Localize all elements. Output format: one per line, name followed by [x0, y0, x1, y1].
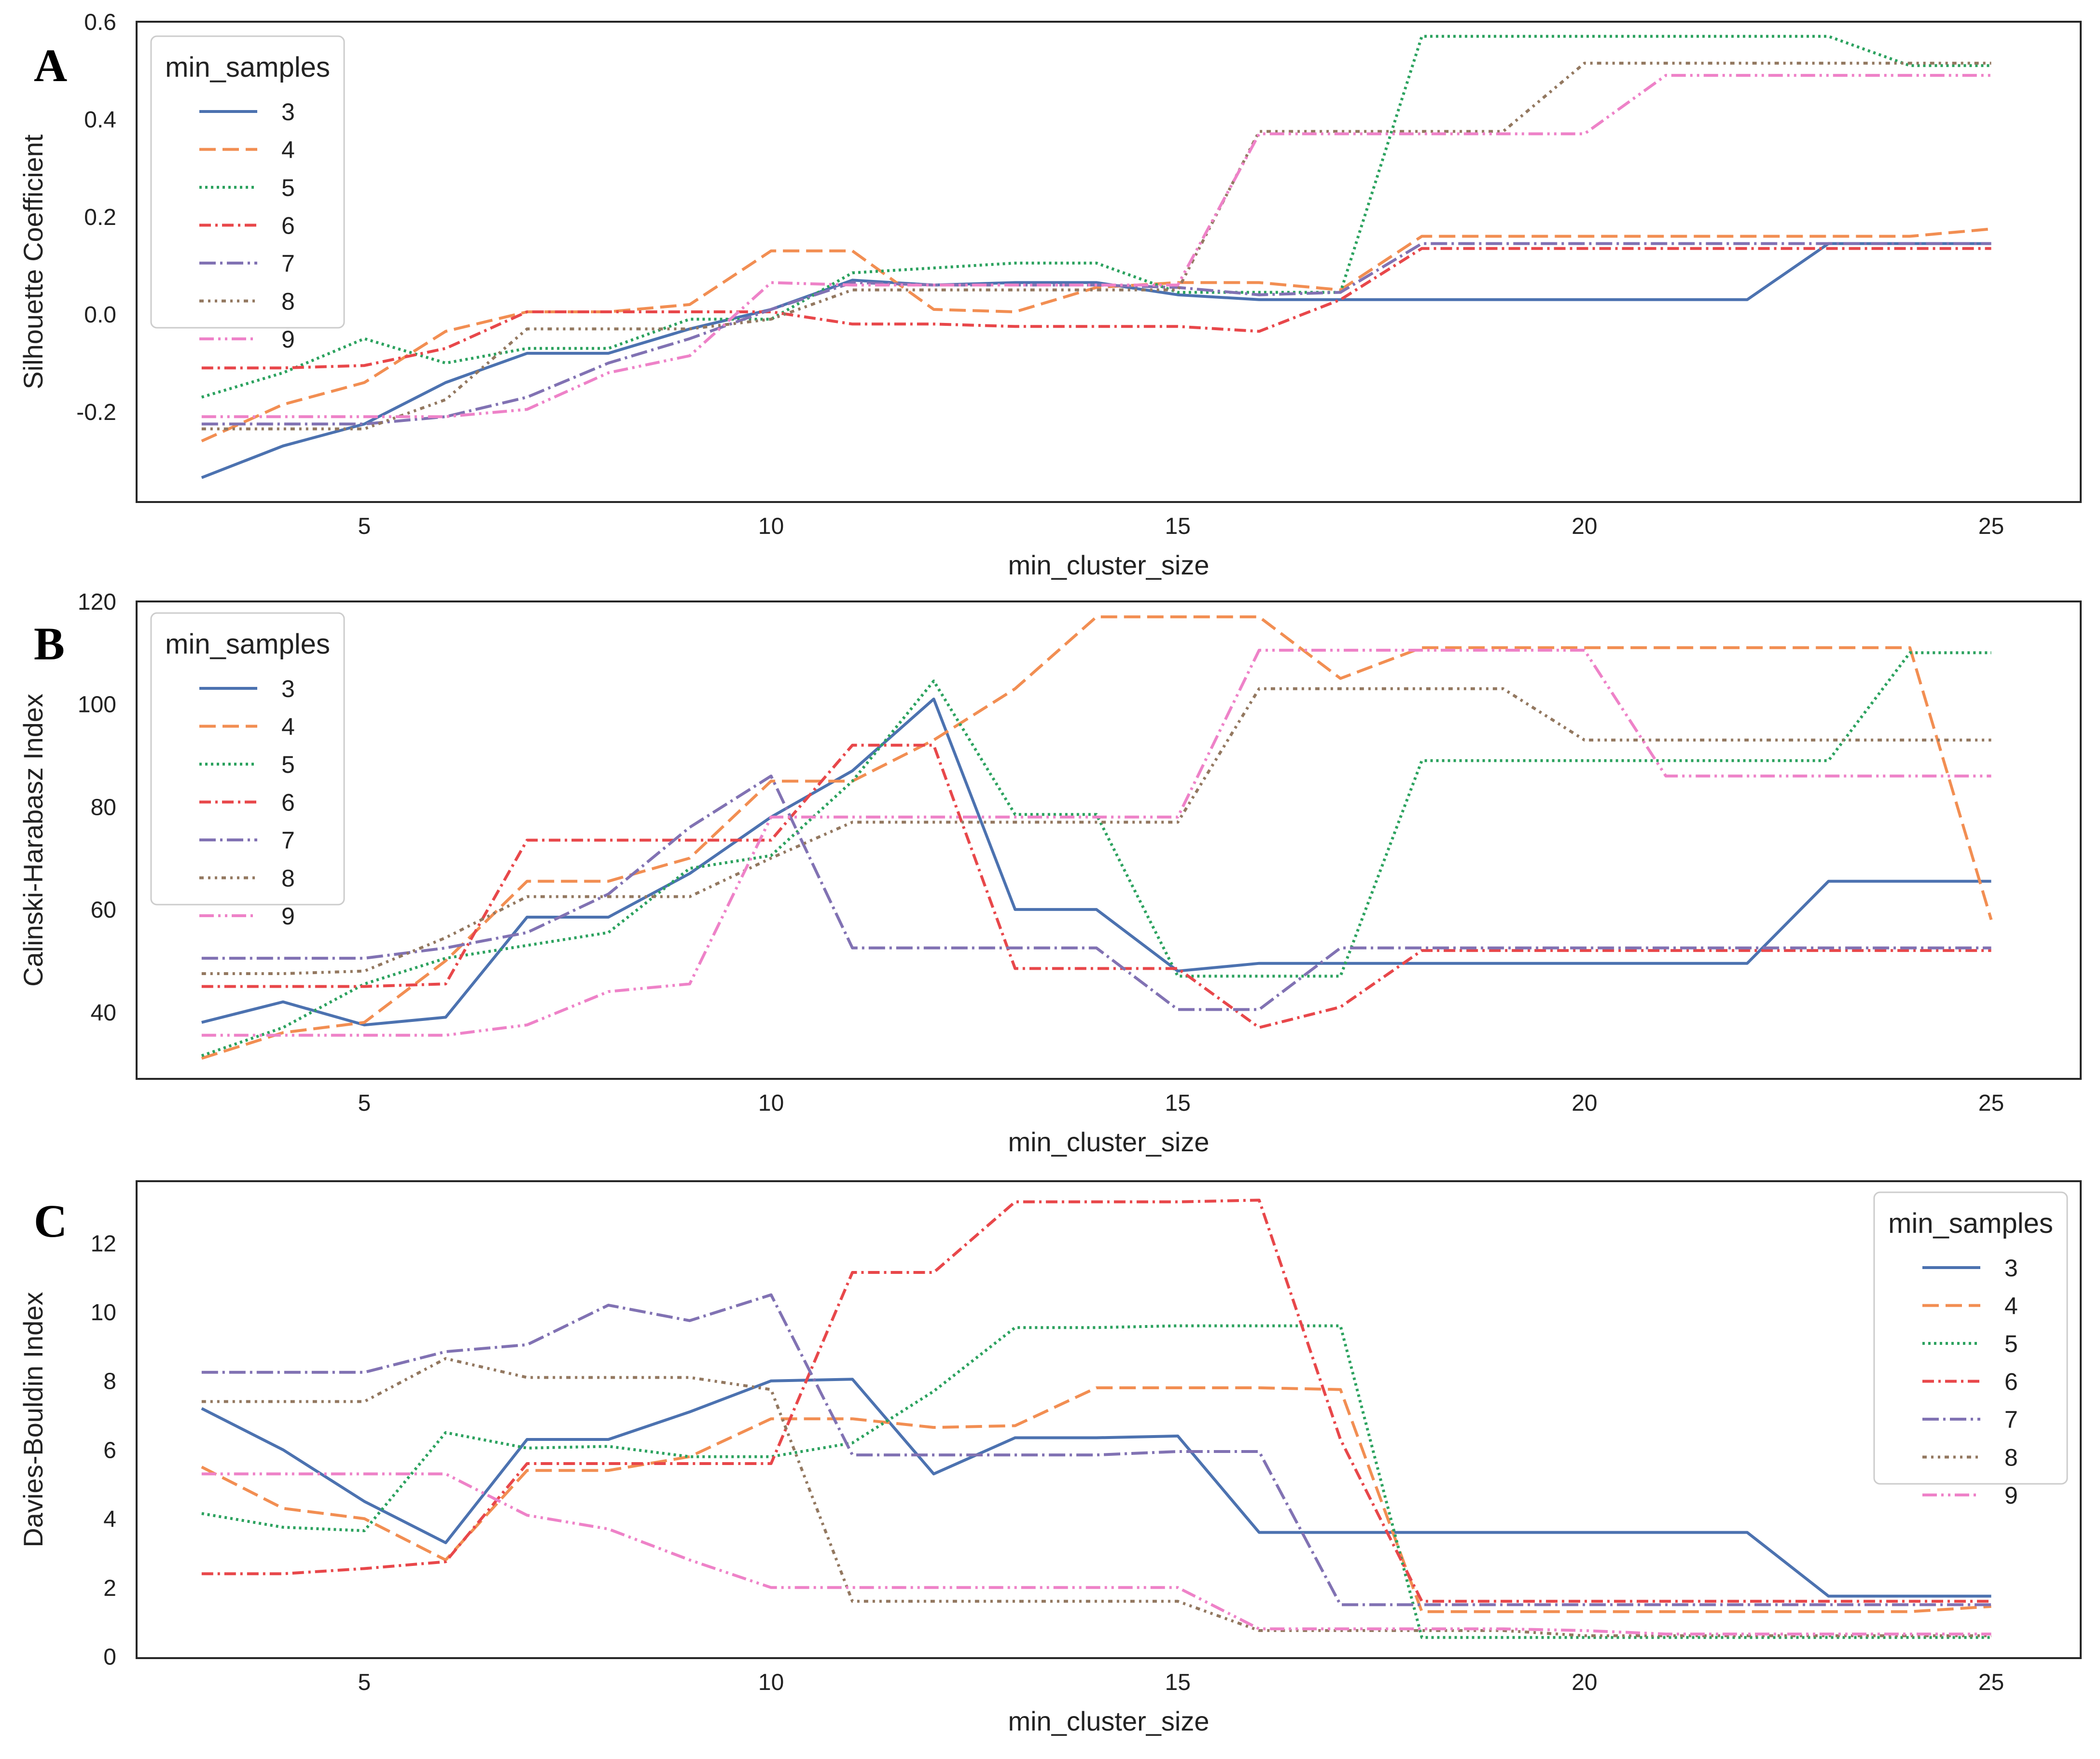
- legend-label-4: 4: [281, 713, 295, 740]
- y-axis-label: Calinski-Harabasz Index: [18, 694, 48, 987]
- legend-label-3: 3: [281, 98, 295, 126]
- plot-frame: [136, 600, 2082, 1080]
- x-tick-label: 5: [358, 1670, 371, 1695]
- legend-title: min_samples: [165, 628, 330, 660]
- plot-frame: [136, 1180, 2082, 1659]
- legend: min_samples 3 4 5 6 7 8 9: [150, 612, 345, 930]
- legend: min_samples 3 4 5 6 7 8 9: [150, 35, 345, 353]
- panel-b-calinski-harabasz: 5 10 15 20 25 40 60 80 100 120 min_cluster_size Cal…: [18, 589, 2082, 1157]
- y-tick-label: 40: [91, 1000, 116, 1026]
- legend-label-6: 6: [2004, 1368, 2018, 1396]
- legend-label-3: 3: [2004, 1255, 2018, 1282]
- y-axis-label: Silhouette Coefficient: [18, 134, 48, 390]
- series-line-9: [201, 649, 1991, 1037]
- y-axis-label: Davies-Bouldin Index: [18, 1292, 48, 1547]
- series-line-6: [201, 247, 1991, 370]
- x-tick-label: 25: [1978, 1090, 2004, 1116]
- legend-label-8: 8: [281, 288, 295, 315]
- series-line-3: [201, 1378, 1991, 1598]
- x-tick-label: 15: [1165, 1670, 1191, 1695]
- series-line-3: [201, 242, 1991, 479]
- y-tick-label: 8: [103, 1369, 116, 1395]
- x-tick-label: 20: [1572, 1670, 1597, 1695]
- legend-label-5: 5: [281, 174, 295, 201]
- legend-label-9: 9: [281, 326, 295, 353]
- legend-title: min_samples: [1888, 1208, 2053, 1239]
- series-line-6: [201, 1199, 1991, 1603]
- legend-label-5: 5: [2004, 1330, 2018, 1357]
- panel-letter-c: C: [34, 1195, 67, 1247]
- y-tick-label: 0.4: [84, 107, 116, 133]
- x-axis-label: min_cluster_size: [1008, 1127, 1209, 1157]
- legend-label-6: 6: [281, 212, 295, 239]
- y-tick-label: 2: [103, 1576, 116, 1601]
- legend-box: [150, 35, 345, 329]
- legend-label-9: 9: [281, 903, 295, 930]
- legend-label-7: 7: [2004, 1406, 2018, 1433]
- y-tick-label: 4: [103, 1507, 116, 1532]
- y-tick-label: 0.6: [84, 10, 116, 35]
- x-tick-label: 15: [1165, 1090, 1191, 1116]
- x-axis-label: min_cluster_size: [1008, 1706, 1209, 1736]
- legend-label-5: 5: [281, 751, 295, 778]
- legend-label-3: 3: [281, 675, 295, 702]
- series-line-5: [201, 1324, 1991, 1639]
- legend: min_samples 3 4 5 6 7 8 9: [1873, 1191, 2068, 1509]
- series-line-4: [201, 1386, 1991, 1613]
- x-tick-label: 20: [1572, 1090, 1597, 1116]
- legend-label-9: 9: [2004, 1482, 2018, 1509]
- series-line-7: [201, 1293, 1991, 1606]
- legend-title: min_samples: [165, 52, 330, 83]
- x-tick-label: 5: [358, 1090, 371, 1116]
- y-tick-label: 12: [91, 1231, 116, 1256]
- series-line-7: [201, 774, 1991, 1011]
- legend-box: [150, 612, 345, 906]
- y-tick-label: 80: [91, 795, 116, 820]
- series-line-4: [201, 227, 1991, 443]
- legend-box: [1873, 1191, 2068, 1485]
- x-tick-label: 5: [358, 514, 371, 539]
- legend-label-7: 7: [281, 250, 295, 277]
- legend-label-8: 8: [2004, 1444, 2018, 1471]
- series-line-3: [201, 698, 1991, 1027]
- series-line-5: [201, 651, 1991, 1057]
- x-tick-label: 25: [1978, 1670, 2004, 1695]
- series-line-8: [201, 61, 1991, 431]
- y-tick-label: 60: [91, 897, 116, 923]
- series-line-9: [201, 74, 1991, 419]
- legend-label-8: 8: [281, 865, 295, 892]
- series-line-8: [201, 687, 1991, 975]
- series-line-4: [201, 615, 1993, 1060]
- legend-label-7: 7: [281, 827, 295, 854]
- panel-letter-a: A: [34, 40, 67, 91]
- legend-label-4: 4: [281, 137, 295, 164]
- plot-frame: [136, 21, 2082, 503]
- x-tick-label: 15: [1165, 514, 1191, 539]
- x-tick-label: 25: [1978, 514, 2004, 539]
- y-tick-label: 0.0: [84, 302, 116, 328]
- y-tick-label: 10: [91, 1300, 116, 1326]
- legend-label-4: 4: [2004, 1293, 2018, 1320]
- y-tick-label: 0: [103, 1644, 116, 1670]
- legend-label-6: 6: [281, 789, 295, 816]
- y-tick-label: 0.2: [84, 205, 116, 230]
- y-tick-label: -0.2: [76, 400, 116, 425]
- x-tick-label: 10: [758, 514, 784, 539]
- x-tick-label: 10: [758, 1670, 784, 1695]
- panel-letter-b: B: [34, 618, 65, 670]
- y-tick-label: 6: [103, 1438, 116, 1463]
- panel-a-silhouette: 5 10 15 20 25 -0.2 0.0 0.2 0.4 0.6 min_cluster_siz…: [18, 10, 2082, 580]
- series-line-9: [201, 1472, 1991, 1636]
- panel-c-davies-bouldin: 5 10 15 20 25 0 2 4 6 8 10 12 min_cluster_size Davies…: [18, 1180, 2082, 1736]
- y-tick-label: 100: [78, 692, 116, 718]
- series-line-8: [201, 1357, 1991, 1637]
- x-axis-label: min_cluster_size: [1008, 550, 1209, 580]
- y-tick-label: 120: [78, 589, 116, 615]
- x-tick-label: 20: [1572, 514, 1597, 539]
- x-tick-label: 10: [758, 1090, 784, 1116]
